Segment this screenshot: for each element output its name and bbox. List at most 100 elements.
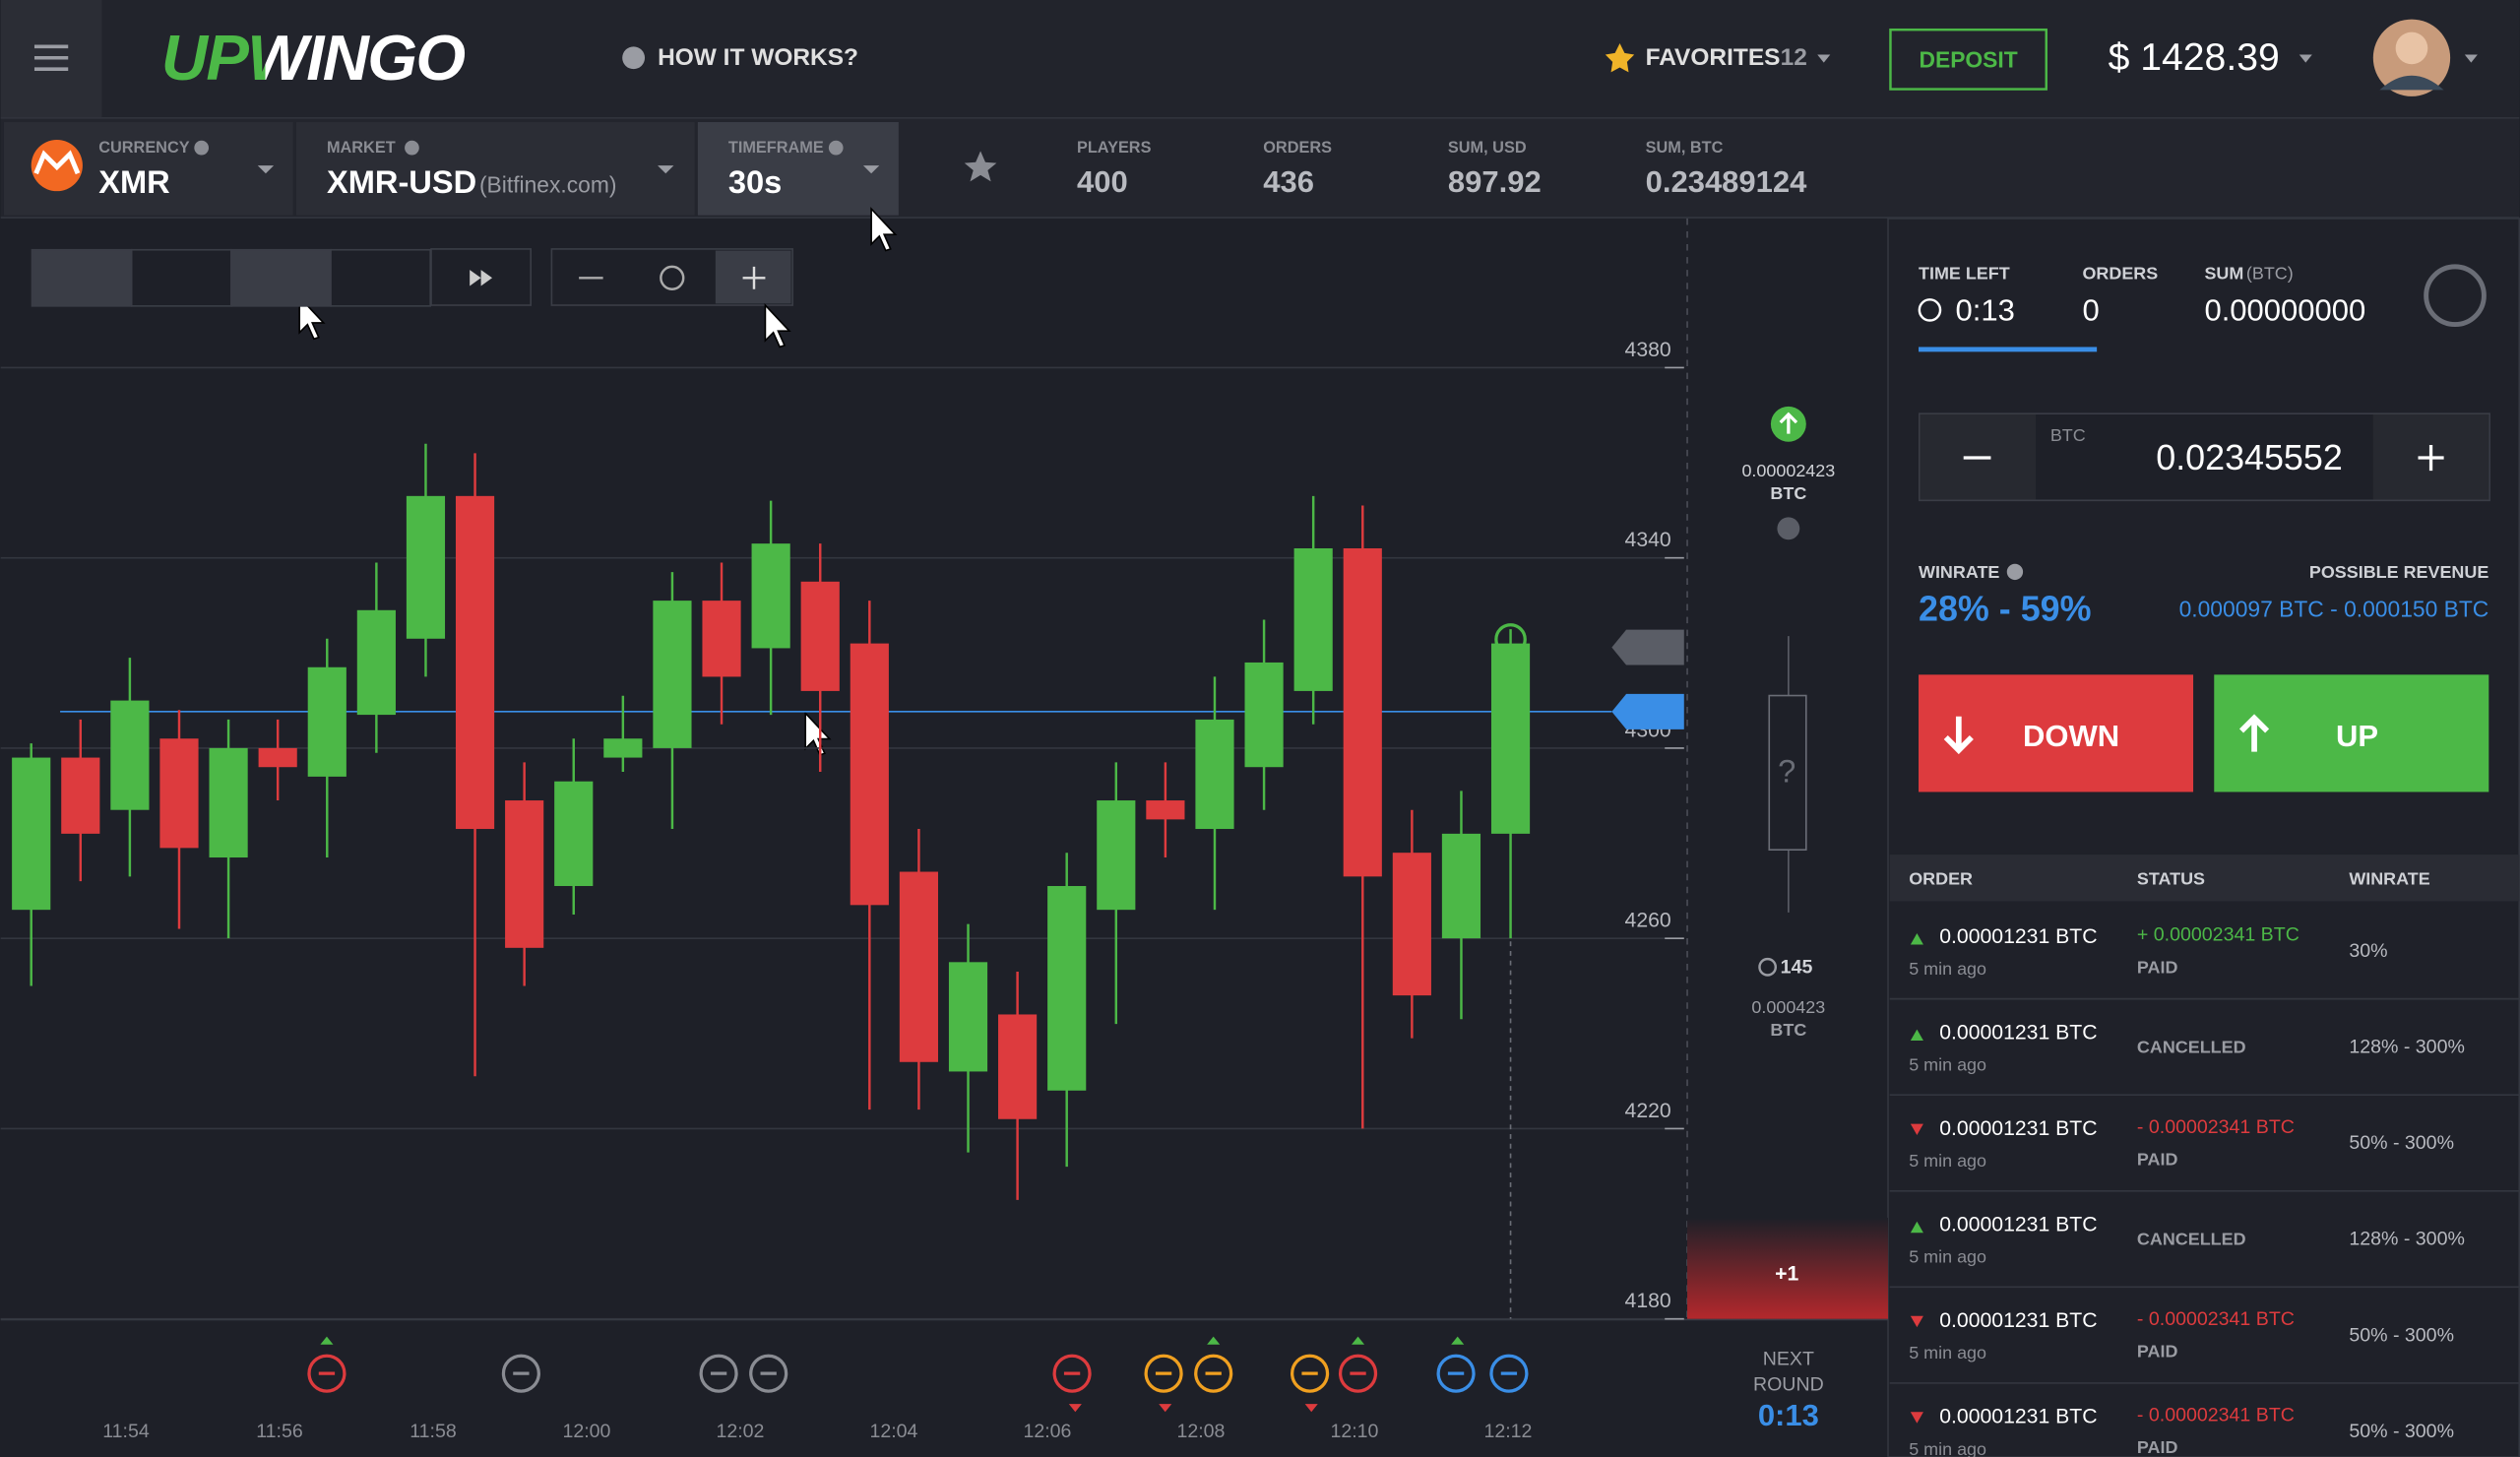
event-icon[interactable] — [1338, 1354, 1378, 1393]
deposit-label[interactable]: DEPOSIT — [1919, 46, 2017, 72]
event-icon[interactable] — [307, 1354, 346, 1393]
down-marker — [1910, 1412, 1923, 1424]
zoom-button[interactable] — [130, 248, 232, 307]
caret — [2299, 54, 2312, 63]
orders-count: 0 — [2082, 292, 2099, 327]
event-marker — [1207, 1336, 1221, 1345]
price-tag — [1611, 629, 1684, 665]
input-unit: BTC — [2050, 425, 2086, 445]
event-marker — [1159, 1404, 1172, 1413]
deposit-button[interactable] — [1889, 28, 2048, 91]
order-result: - 0.00002341 BTC — [2137, 1116, 2295, 1138]
candle-body — [1441, 833, 1481, 939]
event-icon[interactable] — [501, 1354, 540, 1393]
center-icon[interactable] — [660, 265, 685, 290]
event-icon[interactable] — [749, 1354, 788, 1393]
table-header-label: ORDER — [1909, 869, 1973, 889]
order-amount: 0.00001231 BTC — [1939, 1117, 2097, 1140]
down-button[interactable] — [1919, 674, 2194, 792]
stat-label: ORDERS — [1263, 139, 1332, 157]
selector-value[interactable]: XMR — [98, 163, 169, 200]
cursors — [298, 207, 898, 756]
event-icon[interactable] — [699, 1354, 738, 1393]
down-label[interactable]: DOWN — [2023, 719, 2119, 753]
zoom-button[interactable] — [31, 248, 133, 307]
stat-label: SUM, USD — [1448, 139, 1527, 157]
order-status: PAID — [2137, 1437, 2178, 1457]
order-amount: 0.00001231 BTC — [1939, 1214, 2097, 1236]
round-plus: +1 — [1775, 1262, 1798, 1285]
candle-body — [1097, 800, 1136, 911]
order-time: 5 min ago — [1909, 959, 1986, 979]
pending-candle — [1768, 694, 1807, 852]
x-tick-label: 12:00 — [562, 1421, 610, 1442]
input-value[interactable]: 0.02345552 — [2156, 438, 2343, 477]
balance[interactable]: $ 1428.39 — [2109, 36, 2280, 79]
event-marker — [1068, 1404, 1082, 1413]
caret — [2464, 54, 2478, 63]
event-icon[interactable] — [1052, 1354, 1092, 1393]
x-tick-label: 12:06 — [1023, 1421, 1071, 1442]
up-marker — [1910, 1029, 1923, 1042]
help-link[interactable]: HOW IT WORKS? — [658, 44, 858, 71]
candle-body — [603, 738, 643, 758]
order-time: 5 min ago — [1909, 1343, 1986, 1362]
pool-amount: 0.000423 — [1751, 997, 1825, 1017]
down-marker — [1910, 1123, 1923, 1135]
up-button[interactable] — [2214, 674, 2489, 792]
candle-body — [850, 643, 889, 906]
candle-body — [948, 962, 988, 1072]
candle-body — [1047, 886, 1087, 1091]
candle-body — [455, 495, 495, 830]
up-label[interactable]: UP — [2336, 719, 2378, 753]
zoom-button[interactable] — [330, 248, 432, 307]
order-panel — [1887, 218, 2520, 1457]
event-icon[interactable] — [1489, 1354, 1529, 1393]
order-status: CANCELLED — [2137, 1038, 2246, 1057]
candle-body — [356, 609, 396, 716]
candle-body — [800, 581, 840, 691]
stat-label: PLAYERS — [1077, 139, 1152, 157]
selector-value[interactable]: XMR-USD — [327, 163, 476, 200]
favorites-label[interactable]: FAVORITES — [1646, 44, 1781, 71]
logo: UPWINGO — [161, 22, 466, 94]
order-time: 5 min ago — [1909, 1439, 1986, 1457]
candle-body — [1146, 800, 1185, 820]
favorite-toggle[interactable] — [964, 151, 997, 182]
round-highlight — [1687, 1217, 1889, 1319]
help-icon — [2006, 563, 2024, 581]
panel-unit: (BTC) — [2246, 263, 2294, 283]
event-icon[interactable] — [1194, 1354, 1233, 1393]
x-tick-label: 11:56 — [256, 1421, 303, 1442]
order-status: PAID — [2137, 957, 2178, 977]
event-icon[interactable] — [1436, 1354, 1476, 1393]
market-select[interactable] — [295, 122, 695, 216]
event-icon[interactable] — [1291, 1354, 1330, 1393]
time-progress — [1919, 347, 2098, 352]
order-winrate: 50% - 300% — [2349, 1132, 2454, 1154]
candle-body — [1392, 853, 1431, 996]
round-players: 145 — [1781, 956, 1813, 978]
order-status: PAID — [2137, 1342, 2178, 1362]
selector-label: TIMEFRAME — [728, 139, 824, 157]
selector-value[interactable]: 30s — [728, 163, 782, 200]
cancel-icon[interactable] — [1777, 517, 1800, 540]
selector-label: MARKET — [327, 139, 396, 157]
stat-value: 400 — [1077, 164, 1128, 199]
menu-icon — [33, 44, 69, 71]
event-icon[interactable] — [1144, 1354, 1183, 1393]
candle-body — [1195, 719, 1234, 830]
candle-body — [258, 747, 297, 768]
x-tick-label: 12:08 — [1176, 1421, 1225, 1442]
timeframe-select[interactable] — [697, 122, 899, 216]
price-tag — [1611, 693, 1684, 729]
candle-body — [554, 781, 594, 887]
selector-label: CURRENCY — [98, 139, 189, 157]
order-winrate: 30% — [2349, 940, 2387, 962]
caret — [257, 165, 275, 174]
y-tick-label: 4380 — [1625, 339, 1671, 361]
bet-unit: BTC — [1770, 483, 1806, 503]
arrow — [1779, 412, 1798, 434]
zoom-button[interactable] — [230, 248, 332, 307]
